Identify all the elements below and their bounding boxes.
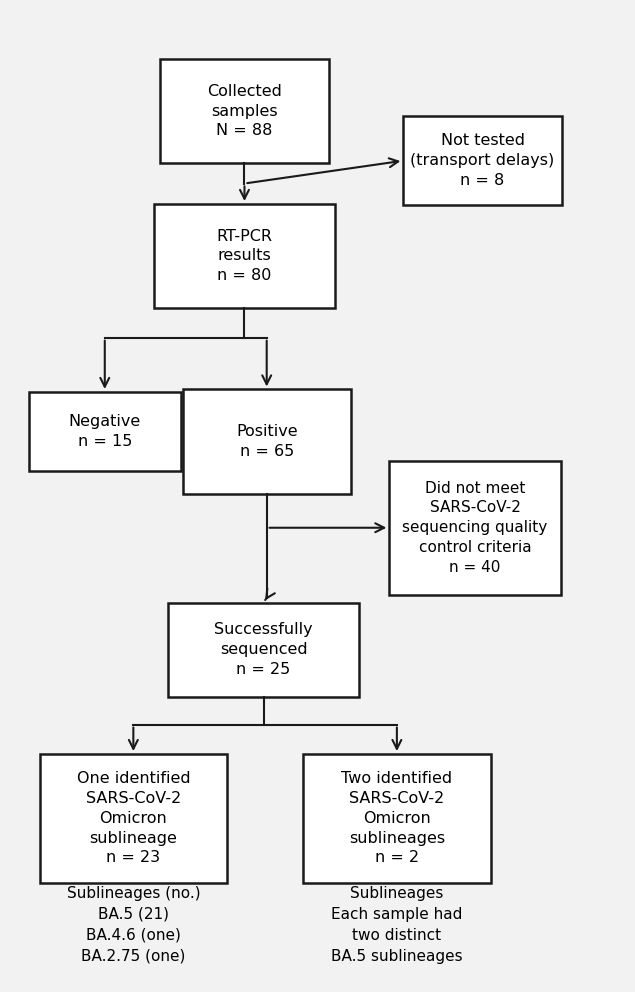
FancyBboxPatch shape — [168, 603, 359, 696]
Text: Positive
n = 65: Positive n = 65 — [236, 424, 298, 459]
FancyBboxPatch shape — [39, 754, 227, 883]
Text: RT-PCR
results
n = 80: RT-PCR results n = 80 — [217, 228, 272, 284]
FancyBboxPatch shape — [160, 60, 329, 163]
Text: Sublineages (no.)
BA.5 (21)
BA.4.6 (one)
BA.2.75 (one): Sublineages (no.) BA.5 (21) BA.4.6 (one)… — [67, 886, 200, 963]
FancyBboxPatch shape — [389, 460, 561, 594]
Text: Not tested
(transport delays)
n = 8: Not tested (transport delays) n = 8 — [410, 133, 555, 188]
Text: One identified
SARS-CoV-2
Omicron
sublineage
n = 23: One identified SARS-CoV-2 Omicron sublin… — [77, 772, 190, 865]
Text: Negative
n = 15: Negative n = 15 — [69, 414, 141, 449]
FancyBboxPatch shape — [29, 392, 181, 471]
FancyBboxPatch shape — [154, 204, 335, 308]
Text: Sublineages
Each sample had
two distinct
BA.5 sublineages: Sublineages Each sample had two distinct… — [331, 886, 463, 963]
FancyBboxPatch shape — [304, 754, 490, 883]
FancyBboxPatch shape — [183, 390, 351, 493]
Text: Successfully
sequenced
n = 25: Successfully sequenced n = 25 — [214, 622, 313, 678]
Text: Two identified
SARS-CoV-2
Omicron
sublineages
n = 2: Two identified SARS-CoV-2 Omicron sublin… — [342, 772, 452, 865]
Text: Did not meet
SARS-CoV-2
sequencing quality
control criteria
n = 40: Did not meet SARS-CoV-2 sequencing quali… — [403, 481, 547, 574]
Text: Collected
samples
N = 88: Collected samples N = 88 — [207, 83, 282, 139]
FancyBboxPatch shape — [403, 116, 562, 205]
